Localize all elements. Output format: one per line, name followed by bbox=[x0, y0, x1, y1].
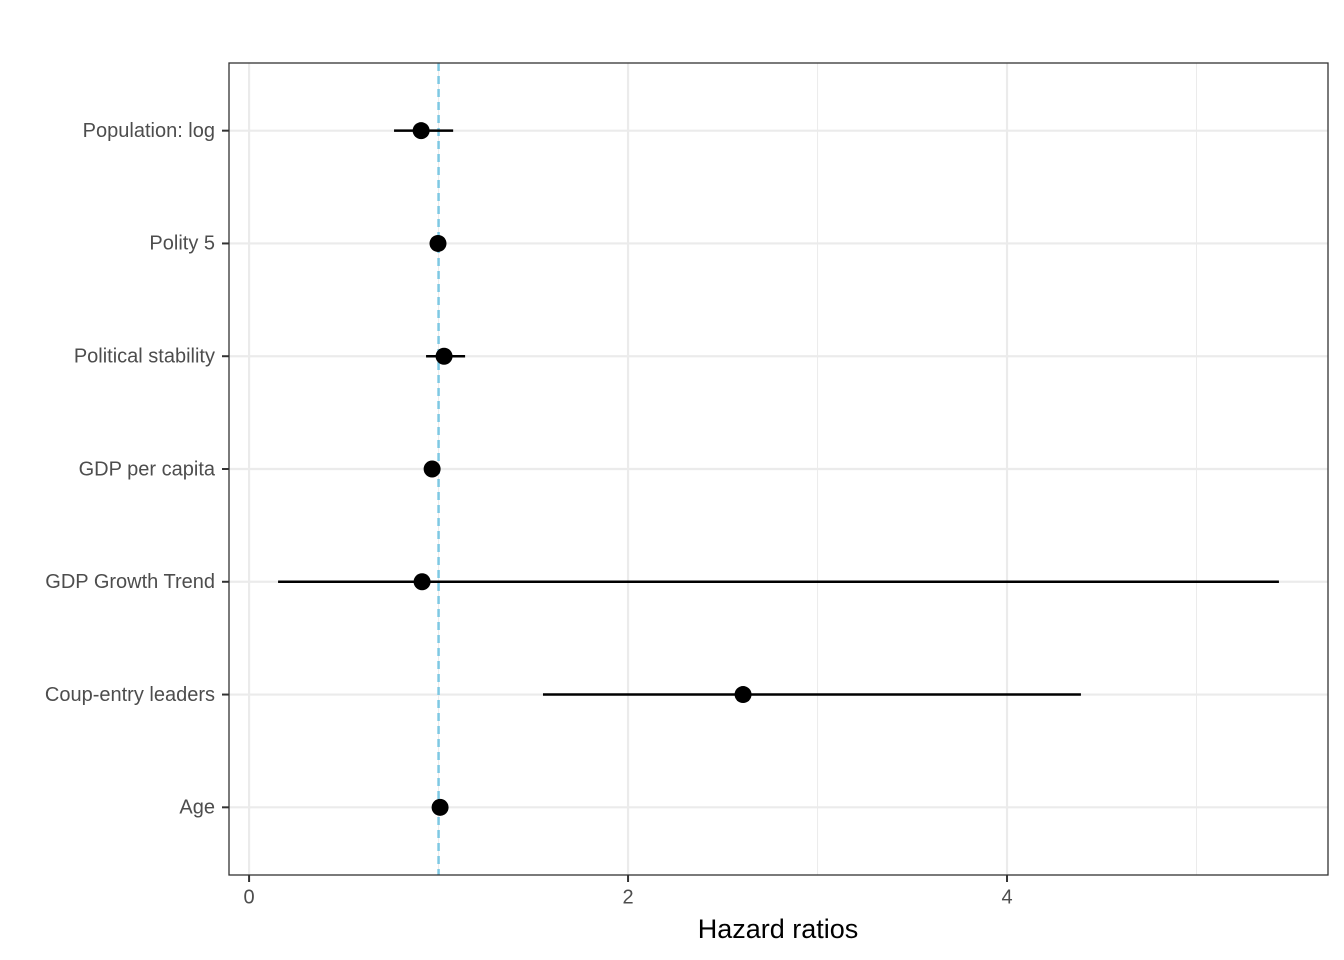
point bbox=[431, 798, 449, 816]
point bbox=[413, 573, 431, 591]
y-tick-label: Population: log bbox=[83, 120, 215, 142]
point bbox=[435, 347, 453, 365]
point bbox=[412, 122, 430, 140]
x-axis-title: Hazard ratios bbox=[698, 914, 859, 944]
point bbox=[734, 686, 752, 704]
y-tick-label: Age bbox=[179, 797, 215, 819]
x-tick-label: 4 bbox=[1001, 886, 1012, 908]
y-tick-label: GDP Growth Trend bbox=[45, 571, 215, 593]
point bbox=[429, 234, 447, 252]
panel-border bbox=[228, 62, 1329, 876]
y-tick-label: GDP per capita bbox=[79, 458, 216, 480]
x-tick-label: 2 bbox=[622, 886, 633, 908]
y-tick-label: Coup-entry leaders bbox=[45, 684, 215, 706]
point bbox=[423, 460, 441, 478]
y-tick-label: Polity 5 bbox=[149, 233, 215, 255]
x-tick-label: 0 bbox=[244, 886, 255, 908]
y-tick-label: Political stability bbox=[74, 346, 215, 368]
